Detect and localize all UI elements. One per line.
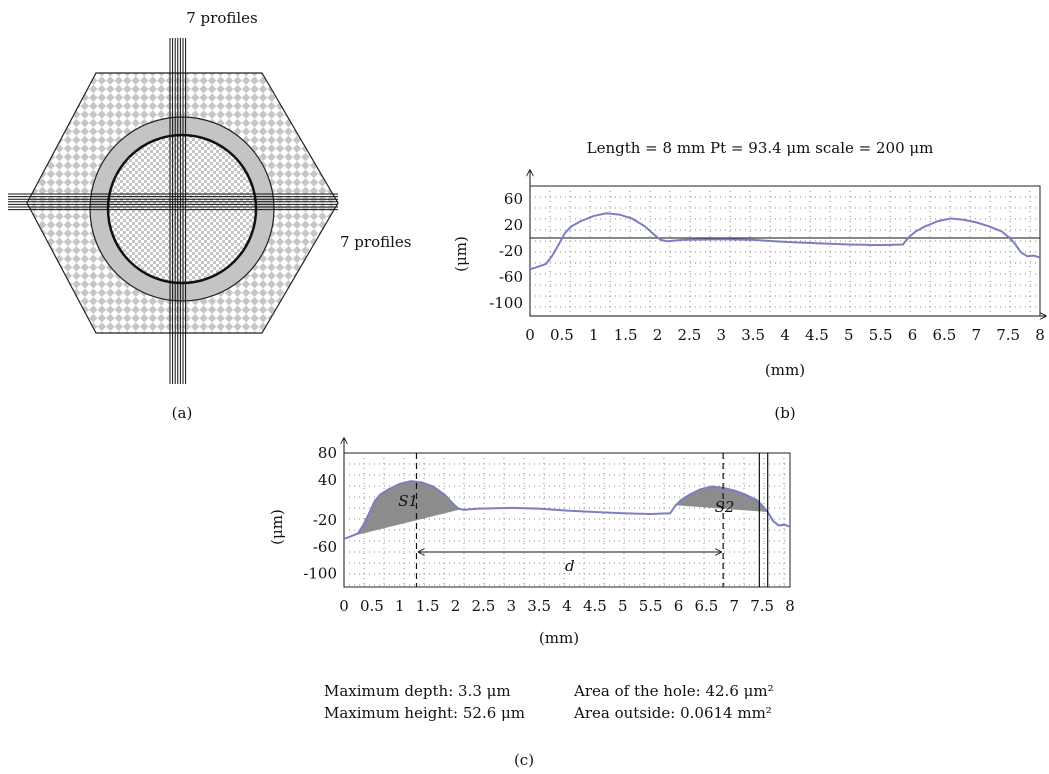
area-region-s2 <box>675 486 768 512</box>
x-tick-label: 2 <box>653 326 663 344</box>
panel-a-specimen-diagram: 7 profiles 7 profiles (a) <box>8 9 412 422</box>
panel-c-label: (c) <box>514 751 534 769</box>
chart-b-title: Length = 8 mm Pt = 93.4 μm scale = 200 μ… <box>587 139 934 157</box>
x-tick-label: 3 <box>506 597 516 615</box>
y-tick-label: 20 <box>504 216 523 234</box>
chart-c-ylabel: (μm) <box>268 509 286 545</box>
chart-c-profile-line <box>343 480 791 540</box>
y-tick-label: -20 <box>313 511 337 529</box>
inner-disk <box>106 133 258 285</box>
x-tick-label: 2.5 <box>677 326 701 344</box>
x-tick-label: 3.5 <box>741 326 765 344</box>
x-tick-label: 5.5 <box>869 326 893 344</box>
x-tick-label: 3.5 <box>527 597 551 615</box>
x-tick-label: 5.5 <box>639 597 663 615</box>
chart-b-xlabel: (mm) <box>765 361 805 379</box>
y-tick-label: -100 <box>489 294 523 312</box>
x-tick-label: 4.5 <box>805 326 829 344</box>
y-tick-label: -60 <box>313 538 337 556</box>
x-tick-label: 4 <box>780 326 790 344</box>
y-tick-label: 60 <box>504 190 523 208</box>
x-tick-label: 7 <box>971 326 981 344</box>
chart-c-area-regions: S1 S2 <box>349 481 768 537</box>
x-tick-label: 4.5 <box>583 597 607 615</box>
x-tick-label: 2 <box>451 597 461 615</box>
vertical-profile-lines <box>169 38 187 384</box>
x-tick-label: 3 <box>716 326 726 344</box>
x-tick-label: 5 <box>844 326 854 344</box>
panel-c-analysis-chart: S1 S2 80 40 -20 -60 -100 0 0.5 1 1.5 2 2.5 3 3.5 4 4.5… <box>268 438 795 769</box>
area-region-label: S2 <box>715 498 735 516</box>
profiles-top-label: 7 profiles <box>186 9 258 27</box>
chart-c-distance-label: d <box>565 557 575 575</box>
chart-b-x-ticks: 0 0.5 1 1.5 2 2.5 3 3.5 4 4.5 5 5.5 6 6.5 7 7.5 8 <box>525 326 1045 344</box>
x-tick-label: 6.5 <box>932 326 956 344</box>
x-tick-label: 5 <box>618 597 628 615</box>
x-tick-label: 4 <box>562 597 572 615</box>
chart-c-y-ticks: 80 40 -20 -60 -100 <box>303 444 337 583</box>
stat-outside-area: Area outside: 0.0614 mm² <box>573 704 772 722</box>
x-tick-label: 2.5 <box>471 597 495 615</box>
chart-c-right-boundary-lines <box>758 453 769 587</box>
area-region-s1 <box>349 481 462 537</box>
x-tick-label: 6.5 <box>694 597 718 615</box>
chart-c-xlabel: (mm) <box>539 629 579 647</box>
x-tick-label: 1.5 <box>614 326 638 344</box>
x-tick-label: 7.5 <box>750 597 774 615</box>
area-region-label: S1 <box>398 492 418 510</box>
chart-b-grid <box>530 186 1040 316</box>
chart-c-dashed-markers <box>415 453 724 587</box>
stat-max-depth: Maximum depth: 3.3 μm <box>324 682 511 700</box>
chart-c-x-ticks: 0 0.5 1 1.5 2 2.5 3 3.5 4 4.5 5 5.5 6 6.5 7 7.5 8 <box>339 597 795 615</box>
x-tick-label: 0 <box>339 597 349 615</box>
chart-b-ylabel: (μm) <box>452 236 470 272</box>
horizontal-profile-lines <box>8 193 338 211</box>
y-tick-label: 80 <box>318 444 337 462</box>
x-tick-label: 1.5 <box>416 597 440 615</box>
x-tick-label: 7.5 <box>996 326 1020 344</box>
x-tick-label: 0.5 <box>360 597 384 615</box>
y-tick-label: -100 <box>303 565 337 583</box>
x-tick-label: 1 <box>589 326 599 344</box>
x-tick-label: 6 <box>674 597 684 615</box>
x-tick-label: 8 <box>1035 326 1045 344</box>
x-tick-label: 6 <box>908 326 918 344</box>
panel-a-label: (a) <box>172 404 193 422</box>
stat-max-height: Maximum height: 52.6 μm <box>324 704 525 722</box>
panel-b-label: (b) <box>774 404 795 422</box>
y-tick-label: -60 <box>499 268 523 286</box>
chart-b-y-ticks: 60 20 -20 -60 -100 <box>489 190 523 312</box>
chart-b-profile-line <box>529 212 1041 271</box>
stat-hole-area: Area of the hole: 42.6 μm² <box>573 682 774 700</box>
y-tick-label: -20 <box>499 242 523 260</box>
profiles-right-label: 7 profiles <box>340 233 412 251</box>
y-tick-label: 40 <box>318 471 337 489</box>
x-tick-label: 7 <box>729 597 739 615</box>
panel-b-profile-chart: Length = 8 mm Pt = 93.4 μm scale = 200 μ… <box>452 139 1046 422</box>
x-tick-label: 0 <box>525 326 535 344</box>
x-tick-label: 1 <box>395 597 405 615</box>
x-tick-label: 0.5 <box>550 326 574 344</box>
x-tick-label: 8 <box>785 597 795 615</box>
